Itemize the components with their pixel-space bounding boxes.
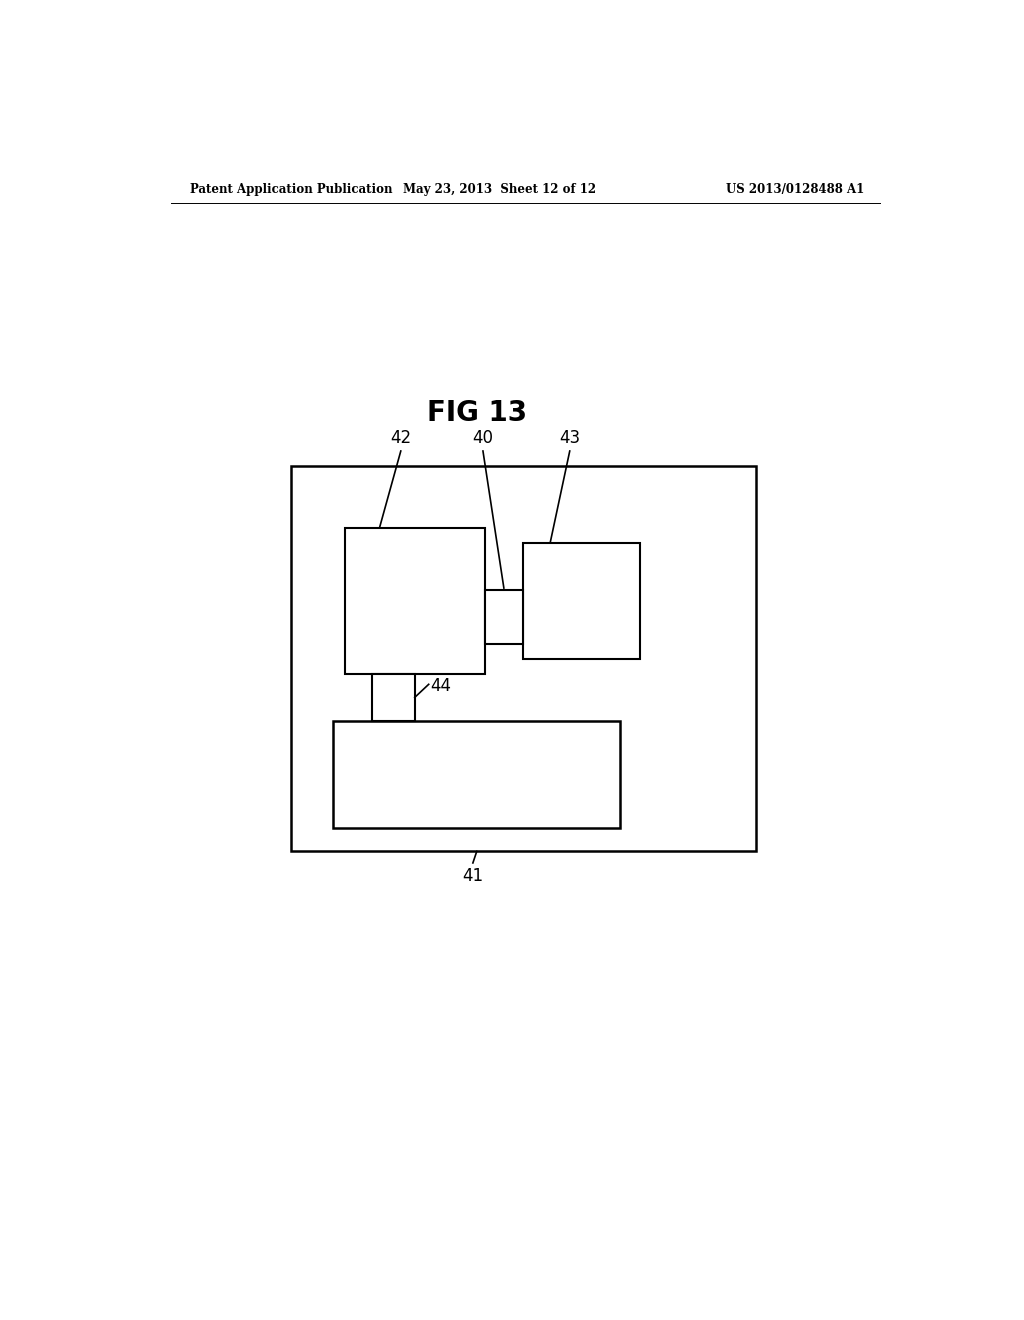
Bar: [372, 675, 415, 721]
Text: US 2013/0128488 A1: US 2013/0128488 A1: [726, 182, 864, 195]
Bar: [345, 528, 484, 675]
Bar: [484, 590, 523, 644]
Text: 43: 43: [559, 429, 581, 447]
Bar: [334, 721, 621, 829]
Text: 44: 44: [430, 677, 452, 694]
Text: 42: 42: [390, 429, 412, 447]
Bar: [291, 466, 756, 851]
Bar: [523, 544, 640, 659]
Text: 40: 40: [472, 429, 494, 447]
Text: May 23, 2013  Sheet 12 of 12: May 23, 2013 Sheet 12 of 12: [403, 182, 597, 195]
Text: FIG 13: FIG 13: [427, 399, 526, 426]
Text: 41: 41: [462, 867, 483, 884]
Text: Patent Application Publication: Patent Application Publication: [190, 182, 392, 195]
